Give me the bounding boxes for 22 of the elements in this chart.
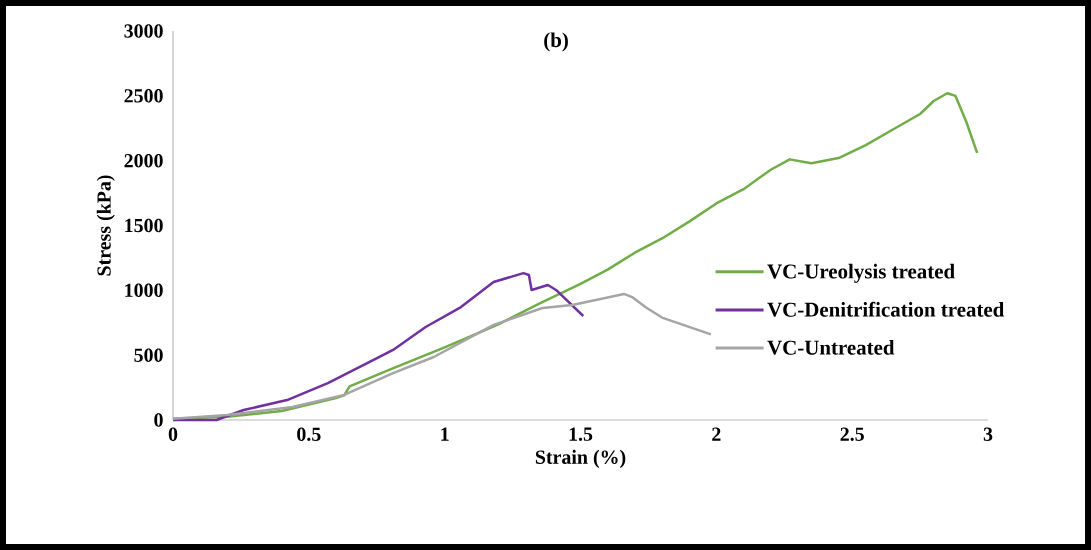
x-tick-label: 3: [983, 427, 993, 441]
x-axis-title: Strain (%): [535, 449, 626, 468]
y-tick-label: 2000: [124, 153, 163, 168]
x-tick-label: 1: [441, 427, 449, 441]
y-tick-label: 1000: [125, 283, 163, 298]
x-tick-label: 2.5: [840, 427, 864, 441]
y-tick-label: 2500: [124, 89, 163, 103]
legend-label: VC-Ureolysis treated: [767, 263, 955, 283]
line-series: [171, 271, 585, 422]
y-axis-title: Stress (kPa): [96, 175, 115, 276]
x-tick-label: 1.5: [569, 427, 593, 441]
line-series: [171, 292, 713, 420]
x-tick-label: 0: [168, 427, 178, 441]
y-tick-label: 0: [154, 413, 163, 427]
x-tick-label: 2: [712, 427, 721, 441]
y-tick-label: 1500: [125, 218, 163, 233]
legend-label: VC-Denitrification treated: [767, 301, 1005, 317]
y-tick-label: 500: [134, 348, 163, 362]
legend-label: VC-Untreated: [767, 340, 895, 355]
x-tick-label: 0.5: [297, 427, 321, 442]
chart-title: (b): [544, 32, 568, 52]
y-tick-label: 3000: [124, 24, 163, 38]
